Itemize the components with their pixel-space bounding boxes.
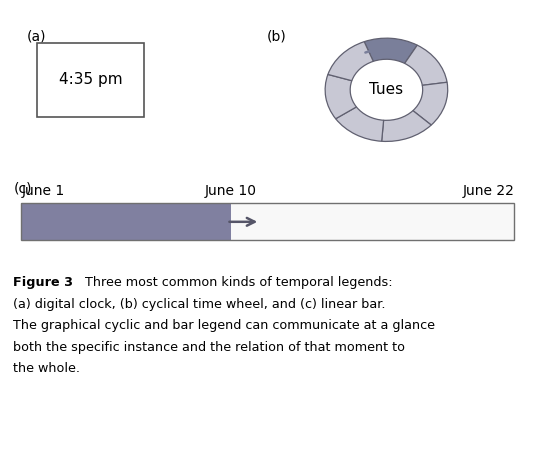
Text: June 1: June 1 <box>21 184 64 198</box>
Text: (c): (c) <box>13 181 32 195</box>
Text: Three most common kinds of temporal legends:: Three most common kinds of temporal lege… <box>73 276 393 289</box>
Text: (a) digital clock, (b) cyclical time wheel, and (c) linear bar.: (a) digital clock, (b) cyclical time whe… <box>13 298 386 311</box>
Wedge shape <box>405 45 447 85</box>
Wedge shape <box>382 110 431 141</box>
Text: June 10: June 10 <box>205 184 257 198</box>
Text: Tues: Tues <box>369 82 403 97</box>
Text: Figure 3: Figure 3 <box>13 276 74 289</box>
Text: 4:35 pm: 4:35 pm <box>59 72 123 87</box>
Text: (b): (b) <box>266 29 286 43</box>
Wedge shape <box>364 38 417 63</box>
Text: both the specific instance and the relation of that moment to: both the specific instance and the relat… <box>13 341 405 354</box>
Bar <box>21 203 231 240</box>
Wedge shape <box>328 42 373 81</box>
Bar <box>231 203 514 240</box>
Text: June 22: June 22 <box>463 184 514 198</box>
Wedge shape <box>325 75 357 119</box>
Bar <box>21 203 514 240</box>
Text: the whole.: the whole. <box>13 362 80 375</box>
Bar <box>37 43 144 117</box>
Wedge shape <box>336 107 384 141</box>
Text: (a): (a) <box>27 29 46 43</box>
Text: The graphical cyclic and bar legend can communicate at a glance: The graphical cyclic and bar legend can … <box>13 319 435 332</box>
Wedge shape <box>413 82 448 125</box>
